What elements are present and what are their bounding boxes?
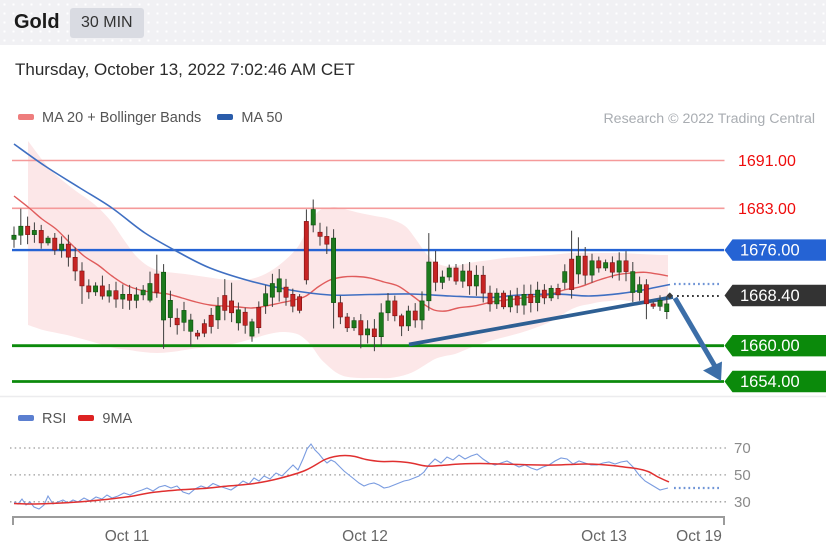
svg-text:1691.00: 1691.00: [738, 153, 796, 170]
svg-text:1676.00: 1676.00: [740, 242, 800, 260]
svg-text:Oct 19: Oct 19: [676, 528, 722, 545]
svg-text:Oct 12: Oct 12: [342, 528, 388, 545]
svg-text:Oct 13: Oct 13: [581, 528, 627, 545]
svg-text:Oct 11: Oct 11: [105, 528, 150, 545]
svg-text:50: 50: [734, 467, 751, 484]
svg-text:70: 70: [734, 440, 751, 457]
svg-text:1668.40: 1668.40: [740, 287, 800, 305]
svg-text:1660.00: 1660.00: [740, 337, 800, 355]
svg-text:30: 30: [734, 494, 751, 511]
svg-text:1683.00: 1683.00: [738, 201, 796, 218]
svg-text:1654.00: 1654.00: [740, 373, 800, 391]
